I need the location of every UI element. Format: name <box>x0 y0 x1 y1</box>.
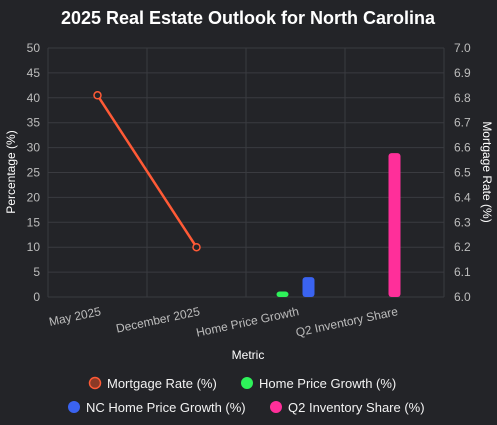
legend-swatch <box>88 376 102 390</box>
right-tick-label: 6.8 <box>454 91 471 105</box>
line-point <box>192 242 201 252</box>
left-axis-title: Percentage (%) <box>4 130 18 213</box>
right-tick-label: 6.9 <box>454 66 471 80</box>
left-tick-label: 35 <box>27 116 41 130</box>
chart-marks <box>93 91 401 297</box>
legend-label: Q2 Inventory Share (%) <box>288 400 425 415</box>
right-tick-label: 6.2 <box>454 240 471 254</box>
right-axis-ticks: 6.0 6.1 6.2 6.3 6.4 6.5 6.6 6.7 6.8 6.9 7.0 <box>454 41 471 304</box>
left-tick-label: 50 <box>27 41 41 55</box>
legend-label: Home Price Growth (%) <box>259 376 396 391</box>
left-tick-label: 30 <box>27 141 41 155</box>
right-tick-label: 6.0 <box>454 290 471 304</box>
left-tick-label: 10 <box>27 240 41 254</box>
left-tick-label: 0 <box>33 290 40 304</box>
left-tick-label: 40 <box>27 91 41 105</box>
left-tick-label: 5 <box>33 265 40 279</box>
line-point <box>93 91 102 100</box>
x-tick-label: Home Price Growth <box>195 304 300 339</box>
left-axis-ticks: 0 5 10 15 20 25 30 35 40 45 50 <box>27 41 41 304</box>
bar <box>276 291 289 297</box>
right-tick-label: 6.6 <box>454 141 471 155</box>
x-tick-label: May 2025 <box>48 304 103 329</box>
left-tick-label: 20 <box>27 190 41 204</box>
left-tick-label: 45 <box>27 66 41 80</box>
x-axis-title: Metric <box>232 348 265 362</box>
gridlines <box>47 47 445 298</box>
x-tick-label: Q2 Inventory Share <box>294 304 399 339</box>
chart-title: 2025 Real Estate Outlook for North Carol… <box>61 8 436 28</box>
legend-swatch <box>241 377 253 389</box>
right-tick-label: 6.1 <box>454 265 471 279</box>
legend-swatch <box>270 401 282 413</box>
right-tick-label: 6.7 <box>454 116 471 130</box>
right-tick-label: 6.3 <box>454 215 471 229</box>
legend-swatch <box>68 401 80 413</box>
bar <box>302 277 315 297</box>
left-tick-label: 25 <box>27 166 41 180</box>
left-tick-label: 15 <box>27 215 41 229</box>
right-axis-title: Mortgage Rate (%) <box>480 121 494 222</box>
bar <box>388 153 401 297</box>
x-tick-label: December 2025 <box>115 304 202 336</box>
right-tick-label: 6.4 <box>454 190 471 204</box>
legend: Mortgage Rate (%) Home Price Growth (%) NC… <box>68 376 425 415</box>
right-tick-label: 6.5 <box>454 166 471 180</box>
right-tick-label: 7.0 <box>454 41 471 55</box>
legend-label: Mortgage Rate (%) <box>107 376 217 391</box>
legend-label: NC Home Price Growth (%) <box>86 400 246 415</box>
mortgage-rate-line <box>96 94 198 248</box>
